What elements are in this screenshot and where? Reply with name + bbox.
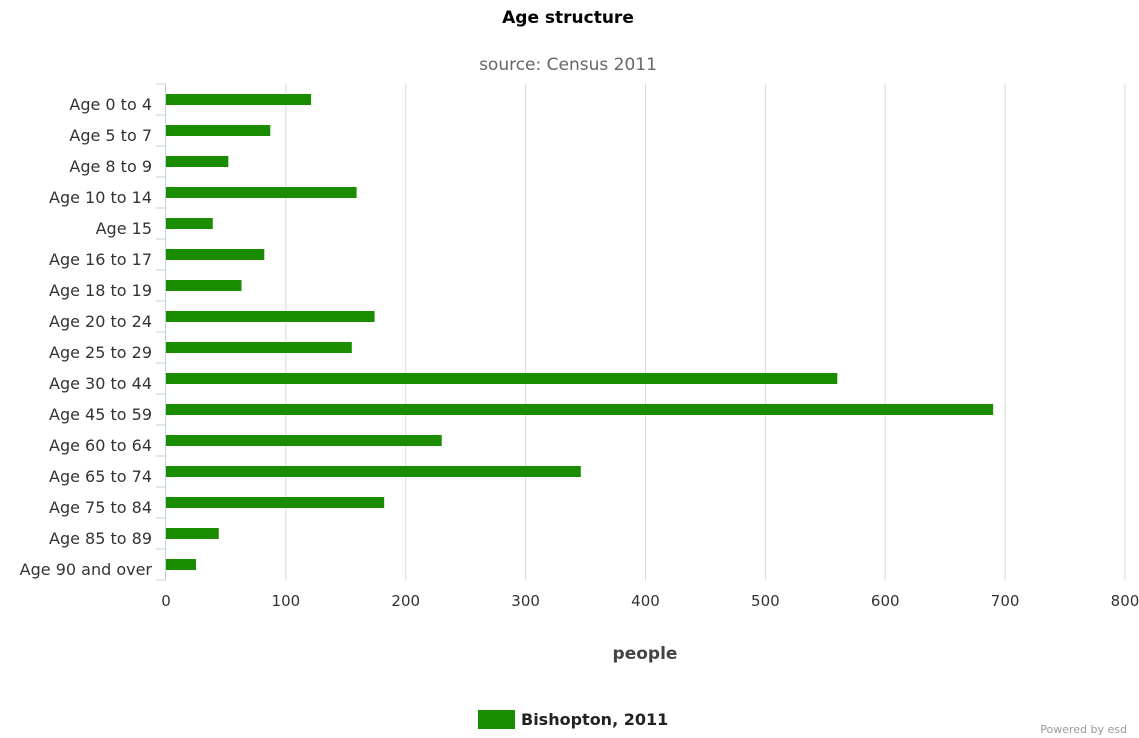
x-axis-title: people (613, 644, 678, 664)
x-tick-labels: 0 100 200 300 400 500 600 700 800 (161, 592, 1139, 610)
x-tick-label: 100 (272, 592, 301, 610)
x-tick-label: 800 (1111, 592, 1139, 610)
bar[interactable] (166, 497, 385, 508)
bar[interactable] (166, 249, 265, 260)
credit-text[interactable]: Powered by esd (1040, 723, 1127, 736)
bar[interactable] (166, 435, 442, 446)
bar[interactable] (166, 404, 994, 415)
category-label: Age 90 and over (20, 560, 153, 579)
category-label: Age 5 to 7 (69, 126, 152, 145)
bar[interactable] (166, 342, 352, 353)
x-tick-label: 300 (511, 592, 540, 610)
category-label: Age 10 to 14 (49, 188, 152, 207)
bar[interactable] (166, 187, 357, 198)
x-tick-label: 200 (391, 592, 420, 610)
bar[interactable] (166, 218, 213, 229)
x-tick-label: 0 (161, 592, 171, 610)
legend-label[interactable]: Bishopton, 2011 (521, 710, 668, 729)
x-tick-label: 400 (631, 592, 660, 610)
category-label: Age 30 to 44 (49, 374, 152, 393)
x-tick-label: 700 (991, 592, 1020, 610)
x-tick-label: 600 (871, 592, 900, 610)
bar[interactable] (166, 125, 271, 136)
legend[interactable]: Bishopton, 2011 (478, 710, 668, 729)
bar[interactable] (166, 156, 229, 167)
bar[interactable] (166, 559, 196, 570)
category-labels: Age 0 to 4 Age 5 to 7 Age 8 to 9 Age 10 to … (20, 95, 153, 579)
category-label: Age 25 to 29 (49, 343, 152, 362)
bar[interactable] (166, 94, 312, 105)
grid-lines (285, 84, 1126, 580)
category-label: Age 85 to 89 (49, 529, 152, 548)
bar[interactable] (166, 311, 375, 322)
x-tick-label: 500 (751, 592, 780, 610)
bar[interactable] (166, 528, 219, 539)
axes (156, 83, 166, 581)
category-label: Age 45 to 59 (49, 405, 152, 424)
category-label: Age 18 to 19 (49, 281, 152, 300)
category-label: Age 15 (96, 219, 152, 238)
chart-subtitle: source: Census 2011 (479, 55, 657, 75)
category-label: Age 65 to 74 (49, 467, 152, 486)
category-label: Age 60 to 64 (49, 436, 152, 455)
chart-title: Age structure (502, 8, 634, 28)
bar[interactable] (166, 280, 242, 291)
category-label: Age 75 to 84 (49, 498, 152, 517)
category-label: Age 0 to 4 (69, 95, 152, 114)
bars (166, 94, 994, 570)
bar[interactable] (166, 373, 838, 384)
category-label: Age 20 to 24 (49, 312, 152, 331)
category-label: Age 8 to 9 (69, 157, 152, 176)
legend-swatch[interactable] (478, 710, 515, 729)
category-label: Age 16 to 17 (49, 250, 152, 269)
bar[interactable] (166, 466, 581, 477)
